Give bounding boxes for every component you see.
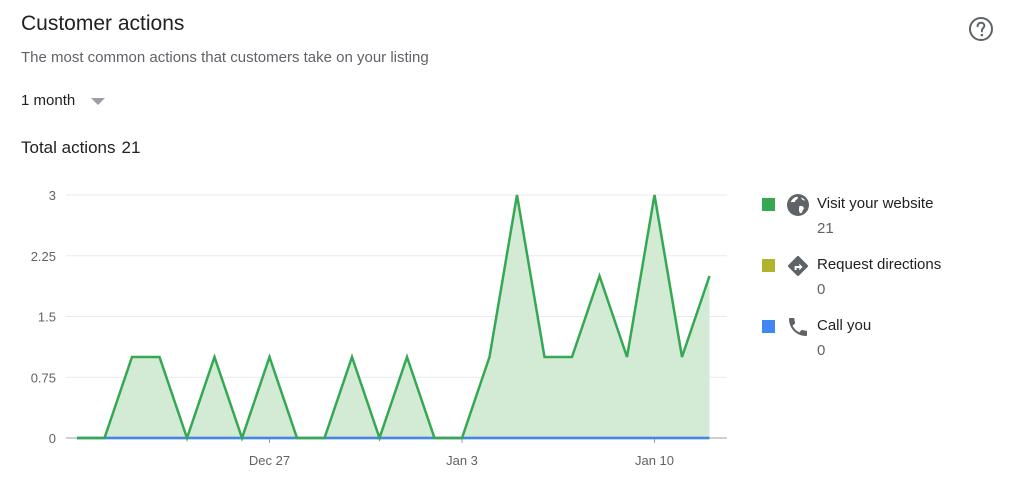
globe-icon — [787, 194, 809, 216]
chart-area-layer — [77, 195, 710, 438]
chart-line-layer — [77, 194, 711, 442]
legend-count-website: 21 — [817, 220, 834, 237]
legend-count-call: 0 — [817, 342, 826, 359]
directions-icon — [788, 256, 808, 276]
total-actions-label: Total actions — [21, 138, 116, 157]
legend-label-call: Call you — [817, 317, 872, 334]
y-tick-label: 0 — [49, 431, 56, 446]
period-dropdown[interactable]: 1 month — [21, 92, 106, 109]
phone-icon — [789, 318, 807, 336]
x-tick-label: Jan 10 — [635, 453, 674, 468]
chart-tick-layer: 3 2.25 1.5 0.75 0 Dec 27 Jan 3 Jan 10 — [31, 188, 674, 468]
chevron-down-icon — [91, 98, 106, 105]
page-title: Customer actions — [21, 12, 185, 35]
help-icon[interactable] — [968, 16, 994, 42]
legend-label-website: Visit your website — [817, 195, 934, 212]
total-actions-value: 21 — [121, 138, 141, 157]
legend-swatch-call — [762, 320, 775, 333]
legend-swatch-directions — [762, 259, 775, 272]
x-tick-label: Dec 27 — [249, 453, 290, 468]
period-dropdown-value: 1 month — [21, 92, 76, 109]
legend-swatch-website — [762, 198, 775, 211]
y-tick-label: 1.5 — [38, 310, 56, 325]
page-subtitle: The most common actions that customers t… — [21, 49, 429, 66]
total-actions: Total actions 21 — [21, 138, 140, 158]
series-area-visit-your-website — [77, 195, 710, 438]
y-tick-label: 2.25 — [31, 249, 56, 264]
series-line-visit-your-website — [77, 194, 711, 442]
y-tick-label: 0.75 — [31, 370, 56, 385]
x-tick-label: Jan 3 — [446, 453, 478, 468]
actions-chart: 3 2.25 1.5 0.75 0 Dec 27 Jan 3 Jan 10 — [31, 188, 727, 468]
legend-count-directions: 0 — [817, 281, 826, 298]
legend-label-directions: Request directions — [817, 256, 942, 273]
y-tick-label: 3 — [49, 188, 56, 203]
